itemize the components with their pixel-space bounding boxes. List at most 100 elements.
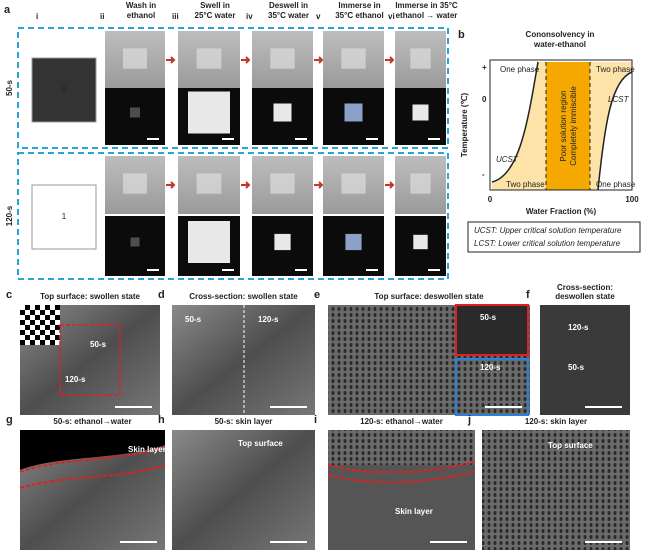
sample xyxy=(270,48,295,69)
arrow xyxy=(385,56,395,64)
panel-label: d xyxy=(158,289,165,301)
two-phase-region xyxy=(590,62,632,190)
title: Cononsolvency in xyxy=(526,30,595,39)
region-label: UCST xyxy=(496,155,519,164)
image-tag: 50-s xyxy=(568,363,585,372)
row-label: 120-s xyxy=(5,205,14,226)
photo xyxy=(105,88,165,145)
step-number: iv xyxy=(246,12,253,21)
sample xyxy=(410,48,431,69)
panel-label: b xyxy=(458,29,465,41)
sample xyxy=(188,221,230,263)
image-tag: 50-s xyxy=(185,315,202,324)
sample xyxy=(130,107,140,118)
sample xyxy=(196,173,222,194)
region-label: Two phase xyxy=(596,65,635,74)
arrow xyxy=(241,181,251,189)
sample xyxy=(270,173,295,194)
image-tag: 50-s xyxy=(90,340,107,349)
step-number: i xyxy=(36,12,38,21)
pattern-square xyxy=(31,57,97,123)
sample xyxy=(412,104,429,121)
image-tag: 120-s xyxy=(480,363,501,372)
skin-outline xyxy=(19,446,166,489)
sample xyxy=(274,233,291,251)
arrow xyxy=(166,181,176,189)
panel-title: 50-s: skin layer xyxy=(215,417,273,426)
panel-label: g xyxy=(6,414,13,426)
region-label: LCST xyxy=(608,95,630,104)
sample xyxy=(341,48,366,69)
image-tag: 120-s xyxy=(65,375,86,384)
porous-region xyxy=(328,430,475,465)
lcst-curve xyxy=(597,71,633,191)
step-title: Immerse in xyxy=(338,1,380,10)
plot-frame xyxy=(489,59,633,191)
arrow xyxy=(241,56,251,64)
sample xyxy=(123,173,147,194)
step-title: 35°C ethanol xyxy=(335,11,384,20)
panel-label: i xyxy=(314,414,317,426)
step-number: iii xyxy=(172,12,179,21)
ucst-curve xyxy=(491,61,539,183)
group-box xyxy=(17,152,449,280)
inset xyxy=(455,304,529,356)
step-title: Wash in xyxy=(126,1,156,10)
arrow xyxy=(314,181,324,189)
panel-title: 120-s: ethanol→water xyxy=(360,417,443,426)
panel-label: j xyxy=(467,414,471,426)
region-label: Poor solution region xyxy=(559,90,568,161)
row-label: 50-s xyxy=(5,79,14,96)
sample xyxy=(410,173,431,194)
y-tick-label: - xyxy=(482,170,485,179)
dark-region xyxy=(20,430,165,470)
step-title: 25°C water xyxy=(195,11,236,20)
panel-label: a xyxy=(4,4,11,16)
step-title: Deswell in xyxy=(269,1,308,10)
title: water-ethanol xyxy=(533,40,586,49)
panel-title: Cross-section: swollen state xyxy=(189,292,298,301)
image-tag: 120-s xyxy=(258,315,279,324)
sample xyxy=(341,173,366,194)
sample xyxy=(413,234,428,250)
two-phase-region xyxy=(492,62,546,190)
sample xyxy=(345,233,362,251)
sample xyxy=(123,48,147,69)
step-title: Immerse in 35°C xyxy=(395,1,458,10)
image-tag: Skin layer xyxy=(128,445,166,454)
panel-label: e xyxy=(314,289,320,301)
pattern-id: 1 xyxy=(62,212,67,221)
legend-entry: UCST: Upper critical solution temperatur… xyxy=(474,226,622,235)
sem-image xyxy=(482,430,630,550)
step-title: ethanol xyxy=(127,11,155,20)
legend-box xyxy=(467,221,641,253)
step-title: Swell in xyxy=(200,1,230,10)
region-outline xyxy=(59,324,121,396)
sample xyxy=(273,103,292,122)
sem-image xyxy=(172,430,315,550)
panel-title: 50-s: ethanol→water xyxy=(53,417,131,426)
y-axis-label: Temperature (℃) xyxy=(460,92,469,157)
image-tag: Top surface xyxy=(548,441,593,450)
image-tag: Skin layer xyxy=(395,507,433,516)
panel-title: deswollen state xyxy=(555,292,615,301)
step-number: ii xyxy=(100,12,104,21)
region-label: One phase xyxy=(500,65,540,74)
y-tick-label: 0 xyxy=(482,95,487,104)
region-label: Two phase xyxy=(506,180,545,189)
arrow xyxy=(385,181,395,189)
x-tick-label: 100 xyxy=(625,195,639,204)
sem-image xyxy=(540,305,630,415)
panel-title: Cross-section: xyxy=(557,283,613,292)
arrow xyxy=(166,56,176,64)
image-tag: 50-s xyxy=(480,313,497,322)
skin-outline xyxy=(327,461,476,484)
pattern-id: 0 xyxy=(62,85,67,94)
photo xyxy=(105,216,165,276)
step-number: vi xyxy=(388,12,395,21)
group-box xyxy=(17,27,449,149)
arrow xyxy=(314,56,324,64)
